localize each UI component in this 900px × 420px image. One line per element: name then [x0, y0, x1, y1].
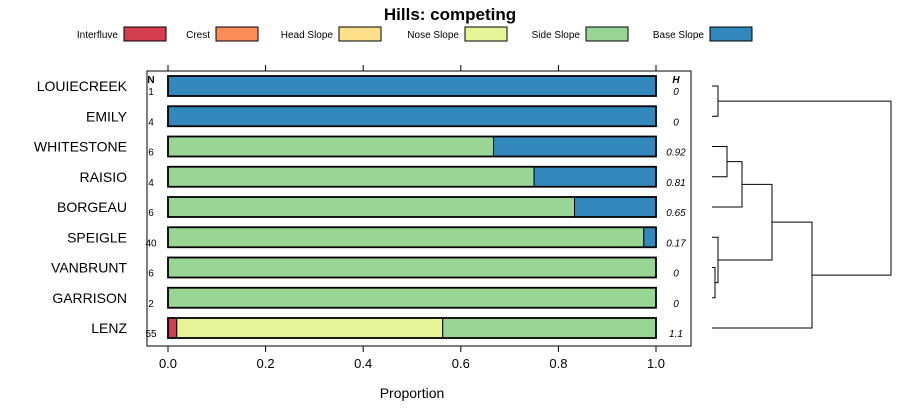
chart-title: Hills: competing [384, 5, 516, 24]
n-value: 4 [148, 117, 154, 128]
x-tick-label: 1.0 [647, 356, 665, 371]
row-label-speigle: SPEIGLE [67, 229, 127, 245]
bar-row-speigle [167, 226, 657, 249]
bar-segment-side-slope [167, 136, 494, 157]
bar-outline [167, 286, 657, 309]
bar-outline [167, 196, 657, 218]
legend-swatch-base-slope [709, 26, 753, 42]
dendrogram [712, 85, 892, 329]
h-value: 0 [673, 299, 679, 310]
bar-segment-side-slope [167, 226, 645, 248]
dendrogram-merge [712, 267, 716, 299]
row-label-emily: EMILY [86, 108, 128, 124]
n-value: 6 [148, 148, 154, 159]
legend: Interfluve Crest Head Slope Nose Slope Side … [77, 26, 753, 42]
h-value: 0.17 [666, 238, 686, 249]
n-labels: 1 4 6 4 6 40 6 2 55 [145, 87, 157, 340]
x-tick-label: 0.2 [257, 356, 275, 371]
bar-segment-side-slope [442, 317, 657, 339]
x-tick-label: 0.6 [452, 356, 470, 371]
x-tick-label: 0.0 [159, 356, 177, 371]
bar-segment-base-slope [533, 166, 657, 188]
row-label-louiecreek: LOUIECREEK [37, 78, 128, 94]
bar-segment-base-slope [643, 226, 657, 248]
n-value: 55 [145, 329, 157, 340]
top-axis-ticks [167, 65, 657, 71]
h-value: 0 [673, 269, 679, 280]
bar-row-borgeau [167, 196, 657, 218]
n-value: 40 [145, 238, 157, 249]
row-label-vanbrunt: VANBRUNT [51, 260, 127, 276]
row-labels: LOUIECREEK EMILY WHITESTONE RAISIO BORGEAU SP… [34, 78, 128, 336]
legend-label-interfluve: Interfluve [77, 30, 119, 41]
bar-segment-side-slope [167, 287, 657, 309]
bar-row-vanbrunt [167, 256, 657, 279]
n-value: 4 [148, 178, 154, 189]
bar-row-lenz [167, 317, 657, 339]
legend-label-head-slope: Head Slope [281, 30, 334, 41]
bar-outline [167, 256, 657, 279]
bar-row-raisio [167, 165, 657, 188]
legend-swatch-head-slope [338, 26, 382, 42]
bar-outline [167, 75, 657, 97]
row-label-whitestone: WHITESTONE [34, 139, 127, 155]
legend-swatch-side-slope [585, 26, 629, 42]
bar-row-whitestone [167, 135, 657, 158]
n-value: 2 [148, 299, 154, 310]
n-value: 1 [148, 87, 154, 98]
h-labels: 0 0 0.92 0.81 0.65 0.17 0 0 1.1 [666, 87, 686, 340]
x-axis: 0.0 0.2 0.4 0.6 0.8 1.0 [159, 346, 665, 371]
row-label-borgeau: BORGEAU [57, 199, 127, 215]
bar-row-garrison [167, 286, 657, 309]
x-tick-label: 0.8 [549, 356, 567, 371]
dendrogram-merge [718, 100, 892, 276]
row-label-lenz: LENZ [91, 320, 127, 336]
h-value: 0.92 [666, 148, 686, 159]
x-axis-title: Proportion [380, 385, 445, 401]
dendrogram-merge [718, 183, 773, 261]
bar-segment-side-slope [167, 257, 657, 278]
h-header: H [672, 75, 680, 86]
plot-frame [146, 70, 692, 347]
row-label-raisio: RAISIO [80, 169, 128, 185]
legend-swatch-interfluve [123, 26, 167, 42]
n-value: 6 [148, 269, 154, 280]
dendrogram-merge [712, 146, 728, 178]
dendrogram-merge [712, 221, 813, 329]
bar-segment-interfluve [167, 317, 178, 339]
bar-segment-side-slope [167, 196, 576, 218]
bar-row-emily [167, 105, 657, 128]
bars [167, 75, 657, 339]
bar-outline [167, 135, 657, 158]
bar-outline [167, 226, 657, 249]
bar-outline [167, 105, 657, 128]
legend-swatch-nose-slope [464, 26, 508, 42]
h-value: 0 [673, 117, 679, 128]
bar-segment-base-slope [167, 75, 657, 97]
bar-segment-side-slope [167, 166, 535, 188]
h-value: 0.81 [666, 178, 685, 189]
x-tick-label: 0.4 [354, 356, 372, 371]
dendrogram-merge [712, 85, 719, 117]
n-value: 6 [148, 208, 154, 219]
legend-label-nose-slope: Nose Slope [407, 30, 459, 41]
n-header: N [147, 75, 154, 86]
legend-label-crest: Crest [186, 30, 210, 41]
legend-label-side-slope: Side Slope [532, 30, 581, 41]
legend-swatch-crest [215, 26, 259, 42]
bar-segment-base-slope [574, 196, 657, 218]
h-value: 0 [673, 87, 679, 98]
h-value: 0.65 [666, 208, 686, 219]
row-label-garrison: GARRISON [52, 290, 127, 306]
bar-segment-base-slope [492, 136, 657, 157]
bar-segment-nose-slope [176, 317, 444, 339]
bar-outline [167, 317, 657, 339]
bar-segment-base-slope [167, 105, 657, 127]
h-value: 1.1 [669, 329, 683, 340]
bar-outline [167, 165, 657, 188]
bar-row-louiecreek [167, 75, 657, 97]
legend-label-base-slope: Base Slope [653, 30, 705, 41]
